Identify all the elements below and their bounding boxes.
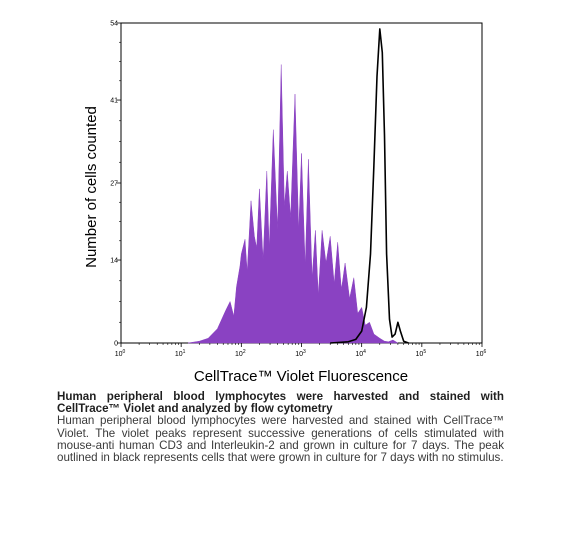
y-tick-label: 41: [110, 98, 118, 105]
y-tick-label: 0: [114, 341, 118, 348]
x-axis: 100 101 102 103 104 105 106: [115, 343, 487, 358]
x-tick-label: 101: [175, 349, 186, 358]
flow-cytometry-histogram: 100 101 102 103 104 105 106 0 14 27 41 54 CellTrac…: [83, 21, 487, 386]
x-tick-label: 105: [416, 349, 427, 358]
x-tick-label: 103: [295, 349, 306, 358]
y-tick-label: 54: [110, 21, 118, 28]
figure-caption: Human peripheral blood lymphocytes were …: [57, 390, 504, 465]
x-tick-label: 100: [115, 349, 126, 358]
x-tick-label: 104: [355, 349, 366, 358]
series-layer: [187, 28, 409, 344]
series-1-outline-histogram: [330, 28, 409, 344]
y-axis-title: Number of cells counted: [83, 106, 100, 268]
y-tick-label: 27: [110, 181, 118, 188]
caption-body: Human peripheral blood lymphocytes were …: [57, 414, 504, 465]
x-tick-label: 106: [476, 349, 487, 358]
x-axis-title: CellTrace™ Violet Fluorescence: [194, 368, 408, 385]
y-axis: 0 14 27 41 54: [110, 21, 121, 348]
y-tick-label: 14: [110, 258, 118, 265]
caption-title: Human peripheral blood lymphocytes were …: [57, 390, 504, 416]
series-0-filled-histogram: [187, 64, 399, 344]
x-tick-label: 102: [235, 349, 246, 358]
